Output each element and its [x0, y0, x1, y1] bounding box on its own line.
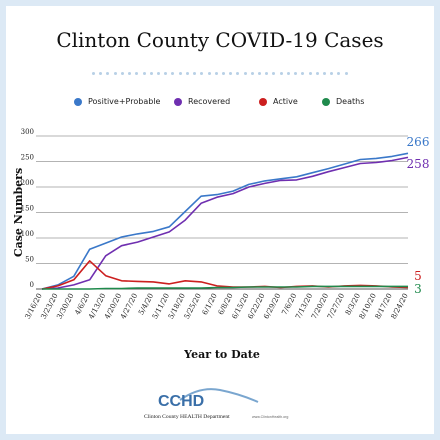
decorative-dot [301, 71, 305, 75]
series-line-positive-probable [41, 152, 409, 290]
cchd-logo: CCHD Clinton County HEALTH Department ww… [140, 380, 300, 428]
y-tick-label: 150 [21, 205, 34, 213]
logo-text: CCHD [158, 393, 204, 410]
decorative-dot [221, 71, 225, 75]
decorative-dot [214, 71, 218, 75]
end-value-label: 3 [414, 282, 422, 296]
decorative-dot [286, 71, 290, 75]
end-value-label: 266 [407, 135, 430, 149]
legend-label: Recovered [188, 97, 231, 106]
y-tick-label: 200 [21, 179, 34, 187]
decorative-dot [200, 71, 204, 75]
chart-card [6, 6, 434, 434]
decorative-dot [250, 71, 254, 75]
decorative-dot [149, 71, 153, 75]
decorative-dot [323, 71, 326, 75]
legend-swatch [322, 97, 330, 106]
decorative-dot [258, 71, 262, 75]
legend-item: Positive+Probable [74, 97, 160, 106]
series-line-deaths [42, 285, 408, 290]
decorative-dot [135, 71, 139, 75]
decorative-dot [236, 71, 240, 75]
decorative-dot [294, 71, 298, 75]
decorative-dot [344, 71, 348, 75]
series-line-active [41, 260, 409, 290]
decorative-dot [164, 71, 168, 75]
decorative-dot [156, 71, 160, 75]
decorative-dot [171, 71, 175, 75]
decorative-dot [279, 71, 283, 75]
decorative-dot [120, 71, 124, 75]
legend-swatch [74, 97, 82, 106]
legend-item: Deaths [322, 97, 364, 106]
y-tick-label: 250 [21, 154, 34, 162]
y-tick-label: 0 [30, 281, 34, 289]
end-value-label: 5 [414, 269, 422, 283]
legend-swatch [259, 97, 267, 106]
decorative-dot [178, 71, 182, 75]
decorative-dot [142, 71, 146, 75]
decorative-dot [113, 71, 117, 75]
chart-title: Clinton County COVID-19 Cases [56, 28, 384, 52]
decorative-dot [272, 71, 276, 75]
decorative-dot [315, 71, 319, 75]
y-tick-label: 300 [21, 128, 34, 136]
logo-swoosh [179, 388, 259, 403]
legend-label: Active [273, 97, 298, 106]
decorative-dot [337, 71, 341, 75]
decorative-dot [106, 71, 110, 75]
end-value-label: 258 [407, 157, 430, 171]
decorative-dot [207, 71, 211, 75]
department-url: www.ClintonHealth.org [252, 415, 288, 419]
decorative-dots [92, 70, 348, 76]
department-name: Clinton County HEALTH Department [144, 414, 230, 420]
legend-label: Deaths [336, 97, 365, 106]
y-axis-title: Case Numbers [12, 168, 25, 257]
decorative-dot [185, 71, 189, 75]
legend-swatch [174, 97, 182, 106]
decorative-dot [99, 71, 103, 75]
series-line-recovered [41, 156, 409, 290]
decorative-dot [243, 71, 247, 75]
decorative-dot [193, 71, 197, 75]
x-axis-title: Year to Date [183, 348, 260, 361]
legend-item: Recovered [174, 97, 230, 106]
decorative-dot [265, 71, 269, 75]
y-tick-label: 100 [21, 230, 34, 238]
decorative-dot [308, 71, 312, 75]
decorative-dot [330, 71, 334, 75]
decorative-dot [128, 71, 132, 75]
decorative-dot [92, 71, 95, 75]
legend-label: Positive+Probable [88, 97, 161, 106]
legend-item: Active [259, 97, 298, 106]
y-tick-label: 50 [25, 256, 34, 264]
decorative-dot [229, 71, 233, 75]
